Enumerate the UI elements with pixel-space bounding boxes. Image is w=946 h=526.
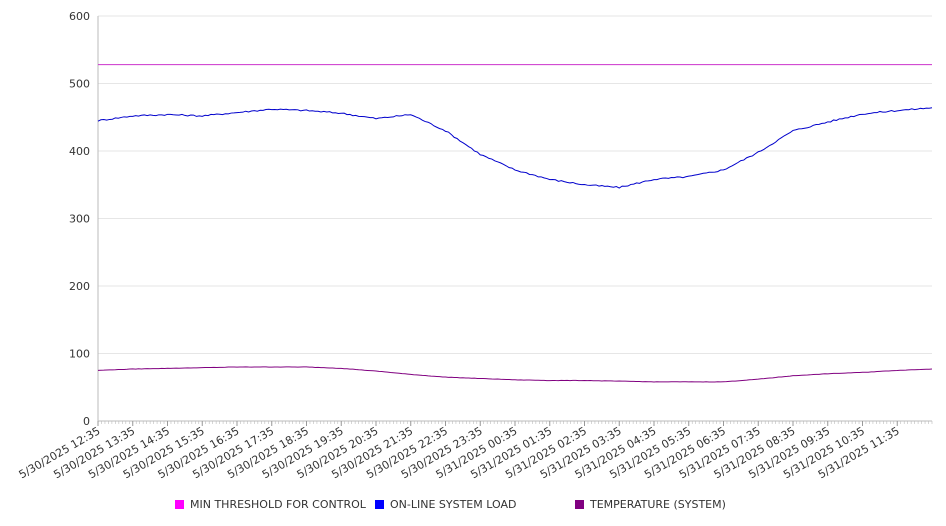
- y-axis: 0 100 200 300 400 500 600: [69, 10, 99, 428]
- y-tick-label: 500: [69, 78, 90, 91]
- y-tick-label: 300: [69, 213, 90, 226]
- series-line: [97, 366, 933, 383]
- legend-item-system-load[interactable]: ON-LINE SYSTEM LOAD: [375, 498, 516, 511]
- y-tick-label: 100: [69, 348, 90, 361]
- series-lines: [97, 64, 933, 383]
- series-line: [97, 107, 933, 189]
- legend-label: TEMPERATURE (SYSTEM): [590, 498, 726, 511]
- legend-label: ON-LINE SYSTEM LOAD: [390, 498, 517, 511]
- y-tick-label: 200: [69, 280, 90, 293]
- legend-item-temperature[interactable]: TEMPERATURE (SYSTEM): [575, 498, 726, 511]
- legend-swatch: [175, 500, 184, 509]
- gridlines: [98, 15, 932, 422]
- legend-swatch: [375, 500, 384, 509]
- y-tick-label: 0: [83, 415, 90, 428]
- x-axis: 5/30/2025 12:355/30/2025 13:355/30/2025 …: [17, 420, 933, 481]
- legend-swatch: [575, 500, 584, 509]
- y-tick-label: 400: [69, 145, 90, 158]
- legend-item-min-threshold[interactable]: MIN THRESHOLD FOR CONTROL: [175, 498, 366, 511]
- legend: MIN THRESHOLD FOR CONTROL ON-LINE SYSTEM…: [0, 498, 946, 514]
- y-tick-label: 600: [69, 10, 90, 23]
- legend-label: MIN THRESHOLD FOR CONTROL: [190, 498, 366, 511]
